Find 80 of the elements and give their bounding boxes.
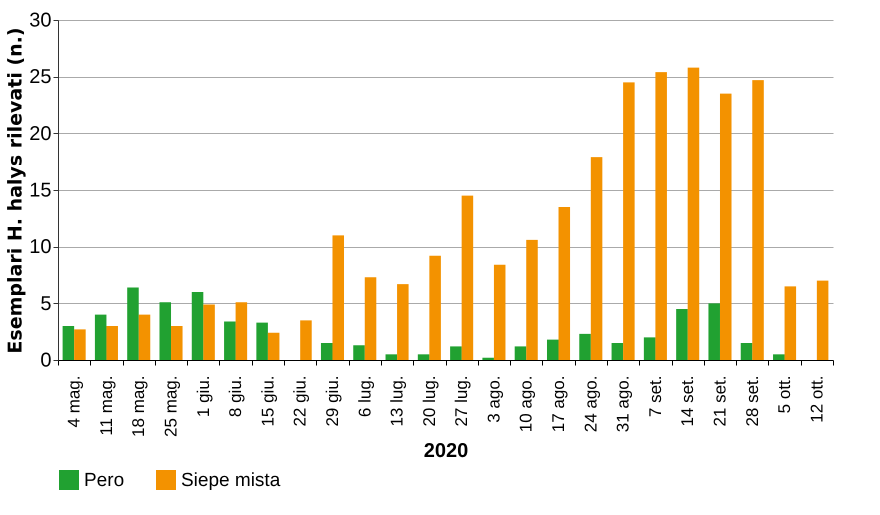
bar <box>579 334 591 360</box>
legend-label: Pero <box>84 470 124 491</box>
x-tick-label: 21 set. <box>710 376 730 427</box>
x-tick-label: 15 giu. <box>258 376 278 427</box>
bar <box>514 346 526 360</box>
x-tick-label: 11 mag. <box>96 376 116 436</box>
x-tick-label: 25 mag. <box>162 376 181 437</box>
bar <box>224 321 236 360</box>
bar <box>740 343 752 360</box>
x-tick-label: 31 ago. <box>614 376 633 432</box>
bar <box>127 287 139 360</box>
y-tick-label: 30 <box>29 10 52 32</box>
y-tick-label: 10 <box>29 236 52 258</box>
x-tick-label: 20 lug. <box>420 376 439 427</box>
y-tick-label: 5 <box>40 292 52 315</box>
x-tick-label: 28 set. <box>742 376 762 427</box>
x-axis-title: 2020 <box>424 440 468 462</box>
x-tick-label: 10 ago. <box>516 376 536 432</box>
legend-label: Siepe mista <box>181 470 281 491</box>
bar <box>256 322 268 360</box>
bar <box>159 302 172 360</box>
bar <box>203 304 215 360</box>
bar <box>450 346 462 360</box>
bar <box>612 343 624 360</box>
bar <box>623 82 635 360</box>
bar <box>138 314 150 360</box>
x-tick-label: 4 mag. <box>64 376 84 428</box>
y-tick-label: 15 <box>29 180 52 202</box>
x-tick-label: 1 giu. <box>194 376 213 418</box>
x-tick-label: 12 ott. <box>807 376 826 423</box>
bar <box>320 343 332 360</box>
bar <box>418 354 430 360</box>
bar <box>773 354 785 360</box>
bar <box>494 264 506 360</box>
bar <box>192 292 204 360</box>
bar <box>462 196 474 360</box>
bar <box>816 280 828 360</box>
y-tick-label: 20 <box>29 122 52 145</box>
bar <box>268 332 280 360</box>
bar <box>353 345 365 360</box>
bar <box>655 72 667 360</box>
x-tick-label: 5 ott. <box>775 376 794 414</box>
x-tick-label: 22 giu. <box>290 376 310 427</box>
bar <box>752 80 764 360</box>
x-tick-label: 8 giu. <box>226 376 246 418</box>
bar <box>386 354 398 360</box>
bar <box>558 207 570 360</box>
bar <box>300 320 312 360</box>
x-tick-label: 18 mag. <box>129 376 148 437</box>
x-tick-label: 3 ago. <box>484 376 504 423</box>
bar <box>784 286 796 360</box>
bar <box>332 235 344 360</box>
bar <box>397 284 409 360</box>
bar <box>676 309 688 360</box>
y-tick-label: 25 <box>29 66 52 88</box>
bar <box>364 277 376 360</box>
bar <box>74 329 86 360</box>
x-tick-label: 27 lug. <box>452 376 472 427</box>
x-tick-label: 24 ago. <box>581 376 600 432</box>
bar <box>62 326 74 360</box>
bar <box>106 326 118 360</box>
x-tick-label: 6 lug. <box>355 376 374 418</box>
x-tick-label: 29 giu. <box>322 376 342 427</box>
bar <box>236 302 248 360</box>
bar <box>590 157 602 360</box>
bar <box>720 94 732 360</box>
x-tick-label: 14 set. <box>678 376 698 427</box>
bar <box>644 337 656 360</box>
bar <box>546 340 559 360</box>
bar <box>688 68 700 360</box>
x-tick-label: 13 lug. <box>388 376 407 427</box>
bar <box>171 326 183 360</box>
bar <box>526 240 538 360</box>
bar <box>94 314 106 360</box>
y-axis-title: Esemplari H. halys rilevati (n.) <box>4 27 26 354</box>
x-tick-label: 7 set. <box>646 376 665 418</box>
y-tick-label: 0 <box>40 350 52 372</box>
bar <box>429 256 441 360</box>
x-tick-label: 17 ago. <box>549 376 568 432</box>
bar <box>708 303 720 360</box>
